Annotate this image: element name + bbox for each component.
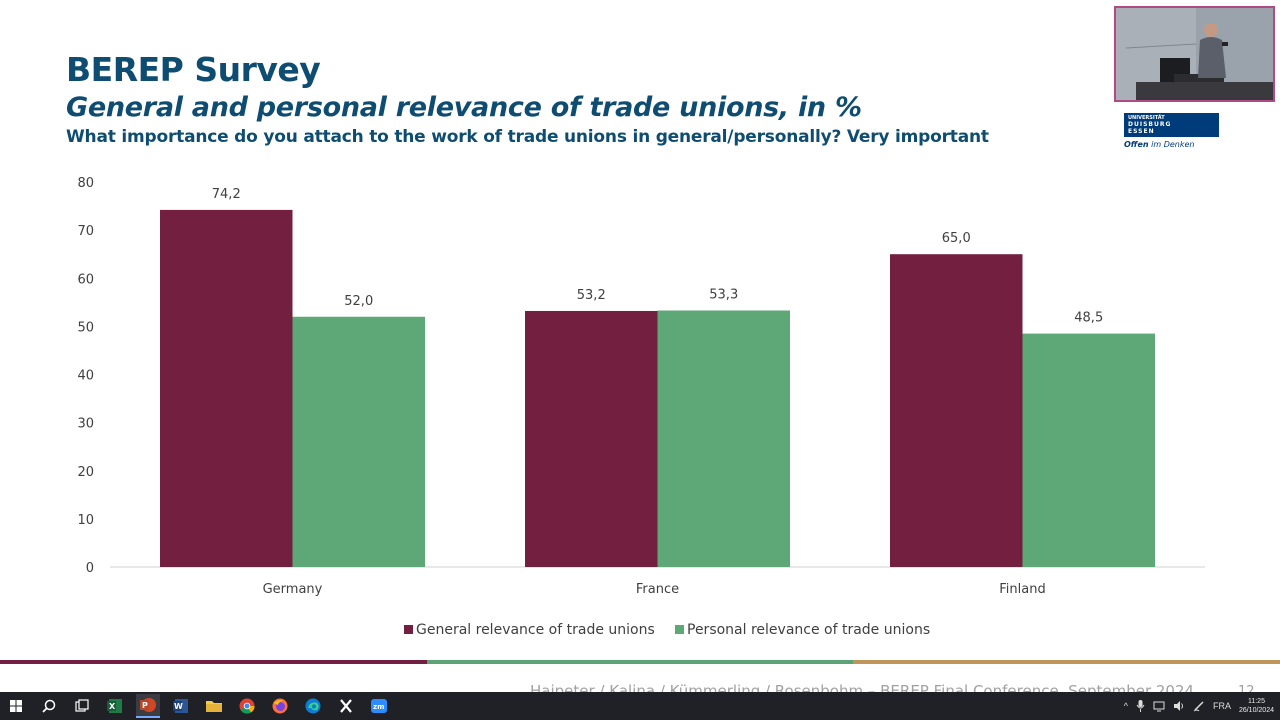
chevron-up-icon[interactable]: ^ [1123, 701, 1128, 711]
data-label-finland-series-1: 65,0 [942, 231, 971, 246]
slide-footer: Haipeter / Kalina / Kümmerling / Rosenbo… [530, 682, 1195, 692]
data-label-germany-series-1: 74,2 [212, 187, 241, 202]
legend-swatch-2 [675, 625, 684, 634]
x-tick-label-france: France [636, 582, 679, 597]
bar-chart: 0 10 20 30 40 50 60 70 80 74,2 52,0 Germany 53,2 53,3… [77, 176, 1205, 638]
y-tick-label-10: 10 [77, 513, 94, 528]
x-tick-label-finland: Finland [999, 582, 1045, 597]
logo-line-1: UNIVERSITÄT [1128, 115, 1165, 121]
y-tick-label-40: 40 [77, 369, 94, 384]
edge-icon[interactable] [301, 694, 325, 718]
page-number: 12 [1238, 684, 1255, 692]
svg-text:P: P [142, 701, 148, 710]
speaker-video-image [1116, 8, 1273, 100]
legend-entry-1: General relevance of trade unions [416, 622, 655, 638]
y-tick-label-30: 30 [77, 417, 94, 432]
data-label-france-series-2: 53,3 [709, 287, 738, 302]
speaker-video-thumbnail[interactable] [1114, 6, 1275, 102]
pen-icon[interactable] [1193, 700, 1205, 712]
excel-icon[interactable]: X [103, 694, 127, 718]
bar-finland-series-1 [890, 254, 1023, 567]
clock-time: 11:25 [1247, 698, 1265, 705]
clock-date: 26/10/2024 [1238, 707, 1274, 714]
logo-tagline-bold: Offen [1124, 140, 1149, 149]
firefox-icon[interactable] [268, 694, 292, 718]
volume-icon[interactable] [1173, 700, 1185, 712]
survey-question: What importance do you attach to the wor… [66, 127, 989, 147]
clock[interactable]: 11:25 26/10/2024 [1239, 697, 1274, 715]
svg-text:X: X [109, 702, 116, 711]
language-indicator[interactable]: FRA [1212, 701, 1231, 711]
bar-france-series-2 [657, 310, 790, 567]
logo-line-3: ESSEN [1128, 128, 1155, 135]
bar-finland-series-2 [1022, 333, 1155, 567]
logo-tagline: Offen im Denken [1124, 140, 1220, 149]
university-logo: UNIVERSITÄT DUISBURG ESSEN Offen im Denk… [1124, 113, 1220, 149]
data-label-germany-series-2: 52,0 [344, 294, 373, 309]
y-tick-label-0: 0 [86, 561, 94, 576]
logo-line-2: DUISBURG [1128, 121, 1172, 128]
y-tick-label-70: 70 [77, 224, 94, 239]
system-tray: ^ FRA 11:25 26/10/2024 [1124, 692, 1274, 720]
footer-stripe-1 [0, 660, 427, 664]
powerpoint-icon[interactable]: P [136, 694, 160, 718]
y-tick-label-20: 20 [77, 465, 94, 480]
network-icon[interactable] [1153, 700, 1165, 712]
legend-swatch-1 [404, 625, 413, 634]
microphone-icon[interactable] [1136, 700, 1145, 712]
search-icon[interactable] [37, 694, 61, 718]
slide-title: BEREP Survey [66, 50, 321, 89]
x-app-icon[interactable] [334, 694, 358, 718]
legend-entry-2: Personal relevance of trade unions [687, 622, 930, 638]
bar-france-series-1 [525, 310, 658, 567]
svg-text:W: W [174, 702, 183, 711]
y-tick-label-80: 80 [77, 176, 94, 191]
data-label-finland-series-2: 48,5 [1074, 311, 1103, 326]
data-label-france-series-1: 53,2 [577, 288, 606, 303]
bar-germany-series-2 [292, 316, 425, 567]
windows-start-icon[interactable] [4, 694, 28, 718]
y-tick-label-50: 50 [77, 320, 94, 335]
windows-taskbar: X P W zm ^ FRA 11:25 26/10/2024 [0, 692, 1280, 720]
slide-subtitle: General and personal relevance of trade … [66, 92, 862, 123]
zoom-icon[interactable]: zm [367, 694, 391, 718]
x-tick-label-germany: Germany [263, 582, 323, 597]
word-icon[interactable]: W [169, 694, 193, 718]
svg-text:zm: zm [373, 703, 384, 711]
y-tick-label-60: 60 [77, 272, 94, 287]
slide: BEREP Survey General and personal releva… [0, 6, 1280, 692]
logo-tagline-rest: im Denken [1148, 140, 1195, 149]
footer-stripe-3 [853, 660, 1280, 664]
file-explorer-icon[interactable] [202, 694, 226, 718]
logo-box: UNIVERSITÄT DUISBURG ESSEN [1124, 113, 1219, 137]
bar-germany-series-1 [160, 209, 293, 567]
task-view-icon[interactable] [70, 694, 94, 718]
chrome-icon[interactable] [235, 694, 259, 718]
footer-stripe-2 [427, 660, 853, 664]
